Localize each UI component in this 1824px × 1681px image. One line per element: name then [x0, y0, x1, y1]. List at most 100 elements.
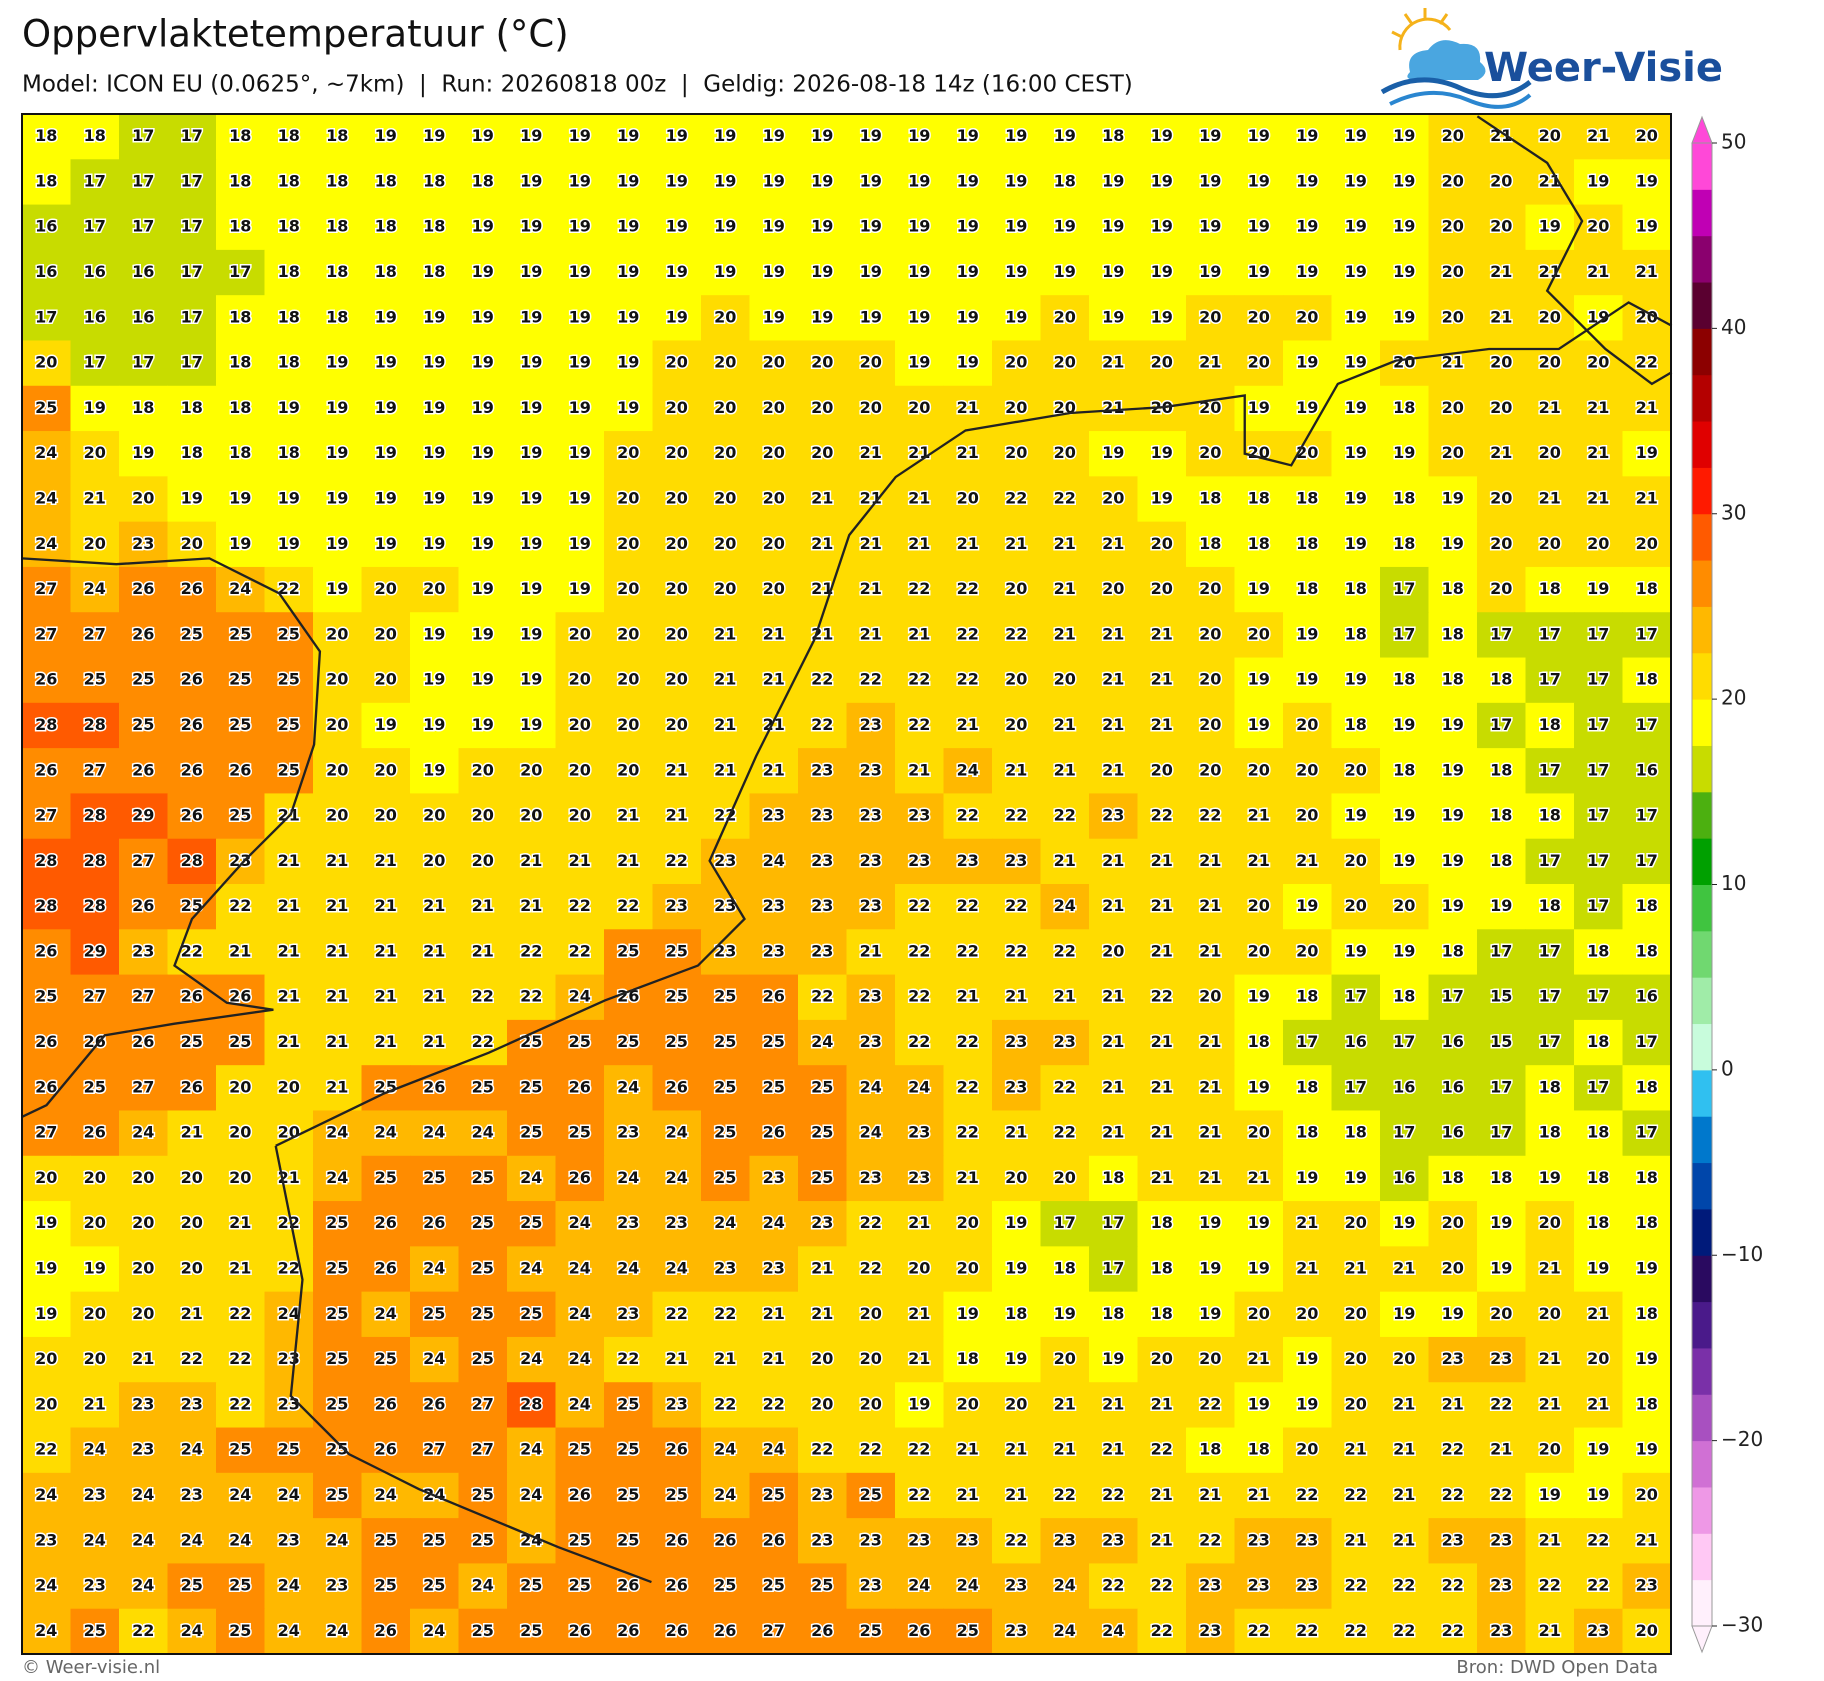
temperature-cell — [264, 204, 314, 251]
temperature-label: 19 — [1199, 217, 1221, 236]
colorbar-band — [1692, 838, 1712, 885]
temperature-label: 16 — [84, 262, 106, 281]
temperature-label: 17 — [181, 217, 203, 236]
temperature-label: 18 — [1636, 670, 1658, 689]
temperature-cell — [361, 249, 411, 296]
temperature-label: 23 — [908, 806, 930, 825]
temperature-label: 21 — [1345, 1259, 1367, 1278]
temperature-cell — [895, 612, 944, 659]
temperature-label: 19 — [1199, 126, 1221, 145]
temperature-label: 19 — [1539, 1168, 1561, 1187]
temperature-label: 25 — [278, 1440, 300, 1459]
temperature-label: 19 — [1151, 262, 1173, 281]
temperature-label: 20 — [957, 1259, 979, 1278]
temperature-label: 17 — [1490, 715, 1512, 734]
temperature-label: 23 — [666, 1213, 688, 1232]
temperature-cell — [846, 295, 896, 341]
temperature-cell — [1380, 431, 1429, 477]
temperature-label: 20 — [375, 670, 397, 689]
temperature-label: 21 — [326, 896, 348, 915]
temperature-label: 19 — [1345, 534, 1367, 553]
temperature-cell — [1089, 159, 1138, 206]
temperature-label: 21 — [423, 941, 445, 960]
temperature-label: 22 — [957, 1077, 979, 1096]
temperature-cell — [555, 702, 605, 749]
temperature-label: 24 — [811, 1032, 833, 1051]
temperature-label: 20 — [1296, 760, 1318, 779]
temperature-label: 19 — [1248, 987, 1270, 1006]
temperature-cell — [1283, 657, 1332, 704]
temperature-label: 26 — [181, 1077, 203, 1096]
temperature-cell — [895, 702, 944, 749]
temperature-label: 23 — [84, 1485, 106, 1504]
temperature-label: 23 — [763, 941, 785, 960]
temperature-cell — [22, 204, 71, 251]
temperature-cell — [458, 521, 508, 568]
temperature-label: 18 — [375, 217, 397, 236]
temperature-cell — [119, 612, 168, 659]
temperature-label: 21 — [1636, 262, 1658, 281]
temperature-label: 25 — [472, 1349, 494, 1368]
temperature-label: 19 — [1199, 1259, 1221, 1278]
temperature-label: 19 — [1005, 307, 1027, 326]
temperature-label: 19 — [1296, 624, 1318, 643]
temperature-label: 20 — [957, 1394, 979, 1413]
temperature-label: 24 — [472, 1123, 494, 1142]
temperature-cell — [1040, 702, 1090, 749]
temperature-label: 19 — [1345, 1168, 1367, 1187]
temperature-cell — [1137, 657, 1187, 704]
temperature-label: 22 — [1442, 1485, 1464, 1504]
temperature-label: 20 — [1345, 1304, 1367, 1323]
temperature-label: 18 — [1296, 579, 1318, 598]
temperature-cell — [846, 385, 896, 432]
temperature-label: 18 — [1539, 1077, 1561, 1096]
temperature-label: 21 — [1199, 1485, 1221, 1504]
temperature-cell — [216, 612, 265, 659]
temperature-label: 17 — [1539, 941, 1561, 960]
temperature-label: 19 — [423, 624, 445, 643]
temperature-label: 20 — [1151, 534, 1173, 553]
temperature-label: 26 — [132, 896, 154, 915]
temperature-label: 23 — [132, 1440, 154, 1459]
temperature-label: 21 — [472, 941, 494, 960]
temperature-label: 24 — [326, 1168, 348, 1187]
temperature-label: 17 — [1587, 670, 1609, 689]
temperature-label: 22 — [957, 670, 979, 689]
temperature-label: 19 — [569, 398, 591, 417]
temperature-cell — [167, 295, 217, 341]
temperature-cell — [1040, 431, 1090, 477]
temperature-label: 18 — [1490, 851, 1512, 870]
temperature-cell — [167, 114, 217, 160]
temperature-cell — [652, 431, 702, 477]
temperature-label: 24 — [423, 1621, 445, 1640]
temperature-label: 20 — [1587, 353, 1609, 372]
temperature-label: 19 — [569, 534, 591, 553]
temperature-label: 19 — [1054, 126, 1076, 145]
temperature-label: 25 — [423, 1304, 445, 1323]
temperature-cell — [1525, 204, 1575, 251]
temperature-label: 25 — [714, 1077, 736, 1096]
temperature-cell — [70, 476, 120, 523]
temperature-label: 22 — [1490, 1485, 1512, 1504]
temperature-label: 19 — [1005, 1259, 1027, 1278]
temperature-cell — [1186, 295, 1235, 341]
temperature-label: 18 — [423, 262, 445, 281]
temperature-cell — [1234, 657, 1284, 704]
temperature-label: 21 — [1636, 1530, 1658, 1549]
temperature-label: 21 — [1151, 1077, 1173, 1096]
temperature-label: 16 — [1636, 987, 1658, 1006]
temperature-label: 21 — [229, 1213, 251, 1232]
temperature-label: 19 — [1199, 262, 1221, 281]
temperature-cell — [1137, 612, 1187, 659]
temperature-label: 23 — [181, 1485, 203, 1504]
temperature-label: 19 — [1296, 1168, 1318, 1187]
temperature-label: 19 — [1636, 1440, 1658, 1459]
temperature-label: 18 — [132, 398, 154, 417]
temperature-label: 20 — [1636, 126, 1658, 145]
colorbar-band — [1692, 1255, 1712, 1303]
temperature-label: 19 — [1490, 1259, 1512, 1278]
temperature-label: 20 — [714, 534, 736, 553]
temperature-label: 21 — [278, 941, 300, 960]
temperature-cell — [798, 476, 847, 523]
temperature-label: 19 — [1393, 126, 1415, 145]
